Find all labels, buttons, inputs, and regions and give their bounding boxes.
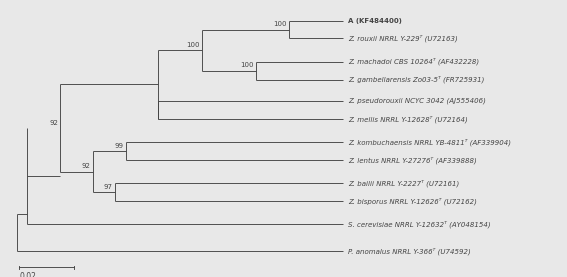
Text: Z. machadoi CBS 10264ᵀ (AF432228): Z. machadoi CBS 10264ᵀ (AF432228) [348, 58, 479, 65]
Text: S. cerevisiae NRRL Y-12632ᵀ (AY048154): S. cerevisiae NRRL Y-12632ᵀ (AY048154) [348, 220, 490, 228]
Text: 100: 100 [240, 63, 254, 68]
Text: 99: 99 [115, 143, 124, 149]
Text: 92: 92 [82, 163, 91, 170]
Text: 0.02: 0.02 [19, 273, 36, 277]
Text: A (KF484400): A (KF484400) [348, 18, 401, 24]
Text: Z. mellis NRRL Y-12628ᵀ (U72164): Z. mellis NRRL Y-12628ᵀ (U72164) [348, 115, 468, 123]
Text: 100: 100 [186, 42, 200, 48]
Text: 97: 97 [103, 184, 112, 190]
Text: Z. lentus NRRL Y-27276ᵀ (AF339888): Z. lentus NRRL Y-27276ᵀ (AF339888) [348, 156, 476, 164]
Text: P. anomalus NRRL Y-366ᵀ (U74592): P. anomalus NRRL Y-366ᵀ (U74592) [348, 247, 471, 255]
Text: 100: 100 [273, 21, 287, 27]
Text: Z. pseudorouxii NCYC 3042 (AJ555406): Z. pseudorouxii NCYC 3042 (AJ555406) [348, 98, 486, 104]
Text: Z. rouxii NRRL Y-229ᵀ (U72163): Z. rouxii NRRL Y-229ᵀ (U72163) [348, 35, 458, 42]
Text: 92: 92 [49, 120, 58, 126]
Text: Z. bailii NRRL Y-2227ᵀ (U72161): Z. bailii NRRL Y-2227ᵀ (U72161) [348, 179, 459, 187]
Text: Z. gambellarensis Zo03-5ᵀ (FR725931): Z. gambellarensis Zo03-5ᵀ (FR725931) [348, 76, 484, 83]
Text: Z. kombuchaensis NRRL YB-4811ᵀ (AF339904): Z. kombuchaensis NRRL YB-4811ᵀ (AF339904… [348, 138, 511, 146]
Text: Z. bisporus NRRL Y-12626ᵀ (U72162): Z. bisporus NRRL Y-12626ᵀ (U72162) [348, 197, 477, 205]
